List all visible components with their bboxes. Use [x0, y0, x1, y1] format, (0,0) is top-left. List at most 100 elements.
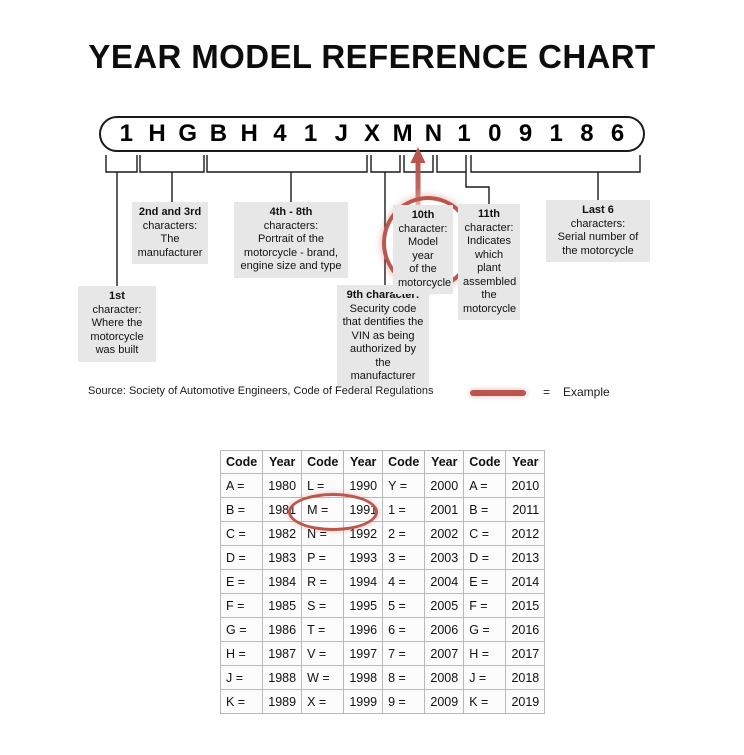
table-year-cell: 2019: [505, 689, 546, 714]
callout-line: VIN as being: [351, 329, 415, 342]
table-year-cell: 1984: [262, 569, 303, 594]
table-code-cell: 2 =: [382, 521, 426, 546]
table-code-cell: E =: [219, 569, 264, 594]
page-title: YEAR MODEL REFERENCE CHART: [88, 38, 656, 75]
table-year-cell: 1995: [343, 593, 384, 618]
vin-char-8: J: [334, 120, 348, 147]
table-code-cell: B =: [219, 497, 264, 522]
table-code-cell: R =: [301, 569, 345, 594]
table-row: E = 1984 R = 1994 4 = 2004 E = 2014: [219, 569, 546, 594]
callout-line: motorcycle - brand,: [243, 246, 339, 259]
callout-line: of the: [409, 263, 437, 275]
table-code-cell: S =: [301, 593, 345, 618]
callout-line: Indicates: [466, 235, 512, 247]
callout-line: authorized by the: [349, 343, 417, 369]
vin-char-17: 6: [610, 120, 625, 147]
table-row: G = 1986 T = 1996 6 = 2006 G = 2016: [219, 617, 546, 642]
vin-char-10: M: [392, 120, 413, 147]
vin-char-12: 1: [457, 120, 471, 147]
callout-heading: 4th - 8th: [269, 206, 313, 218]
callout-9th-character: 9th character: Security code that dentif…: [337, 285, 429, 388]
callout-heading: 1st: [109, 290, 125, 302]
callout-line: Where the: [91, 317, 143, 329]
table-row: H = 1987 V = 1997 7 = 2007 H = 2017: [219, 641, 546, 666]
callout-1st-character: 1st character: Where the motorcycle was …: [78, 286, 156, 362]
table-year-cell: 2009: [424, 689, 465, 714]
callout-line: Security code: [349, 302, 417, 315]
callout-line: characters:: [570, 217, 626, 230]
table-code-cell: E =: [463, 569, 507, 594]
callout-line: motorcycle: [463, 302, 517, 315]
callout-line: motorcycle: [398, 276, 452, 289]
table-code-cell: W =: [301, 665, 345, 690]
table-code-cell: K =: [219, 689, 264, 714]
table-code-cell: 8 =: [382, 665, 426, 690]
table-code-cell: F =: [463, 593, 507, 618]
table-year-cell: 1990: [343, 473, 384, 498]
table-year-cell: 2014: [505, 569, 546, 594]
table-year-cell: 2017: [505, 641, 546, 666]
table-code-cell: C =: [219, 521, 264, 546]
table-year-cell: 2004: [424, 569, 465, 594]
table-code-cell: 7 =: [382, 641, 426, 666]
callout-line: the motorcycle: [562, 244, 634, 257]
table-code-cell: T =: [301, 617, 345, 642]
table-code-cell: K =: [463, 689, 507, 714]
source-note: Source: Society of Automotive Engineers,…: [88, 385, 434, 397]
table-code-cell: P =: [301, 545, 345, 570]
table-year-cell: 1988: [262, 665, 303, 690]
vin-char-16: 8: [580, 120, 594, 147]
table-year-cell: 2015: [505, 593, 546, 618]
model-year-arrow-icon: [410, 147, 426, 209]
table-header-cell: Code: [301, 450, 345, 474]
table-year-cell: 2005: [424, 593, 465, 618]
table-row: B = 1981 M = 1991 1 = 2001 B = 2011: [219, 497, 546, 522]
table-code-cell: 1 =: [382, 497, 426, 522]
callout-line: assembled: [463, 275, 517, 288]
callout-heading: 11th: [477, 208, 500, 220]
callout-line: The: [160, 233, 180, 245]
callout-line: character:: [398, 222, 448, 235]
legend-equals-sign: =: [543, 385, 551, 399]
table-year-cell: 1994: [343, 569, 384, 594]
table-row: D = 1983 P = 1993 3 = 2003 D = 2013: [219, 545, 546, 570]
table-year-cell: 1991: [343, 497, 384, 522]
table-year-cell: 2010: [505, 473, 546, 498]
vin-char-2: H: [148, 120, 166, 147]
table-year-cell: 1996: [343, 617, 384, 642]
legend-example-swatch: [470, 390, 526, 396]
table-header-cell: Code: [219, 450, 264, 474]
table-code-cell: A =: [463, 473, 507, 498]
table-header-cell: Year: [424, 450, 465, 474]
table-header-row: Code Year Code Year Code Year Code Year: [219, 450, 546, 474]
table-year-cell: 2011: [505, 497, 546, 522]
table-code-cell: A =: [219, 473, 264, 498]
table-year-cell: 2013: [505, 545, 546, 570]
table-code-cell: J =: [463, 665, 507, 690]
table-header-cell: Code: [382, 450, 426, 474]
callout-heading: 10th: [411, 209, 435, 221]
callout-heading: 2nd and 3rd: [138, 206, 202, 218]
vin-char-3: G: [178, 120, 198, 147]
vin-char-7: 1: [303, 120, 318, 147]
table-year-cell: 2003: [424, 545, 465, 570]
table-body: A = 1980 L = 1990 Y = 2000 A = 2010 B = 1981 M = 19…: [219, 473, 546, 714]
vin-char-15: 1: [549, 120, 563, 147]
table-year-cell: 2012: [505, 521, 546, 546]
vin-char-13: 0: [488, 120, 502, 147]
legend-example-label: Example: [563, 385, 610, 399]
callout-line: was built: [95, 344, 139, 356]
vin-char-5: H: [240, 120, 258, 147]
table-year-cell: 1987: [262, 641, 303, 666]
callout-11th-character: 11th character: Indicates which plant as…: [458, 204, 520, 320]
table-year-cell: 2007: [424, 641, 465, 666]
callout-line: the: [481, 289, 497, 301]
table-code-cell: 4 =: [382, 569, 426, 594]
table-row: J = 1988 W = 1998 8 = 2008 J = 2018: [219, 665, 546, 690]
table-code-cell: 5 =: [382, 593, 426, 618]
table-year-cell: 1980: [262, 473, 303, 498]
vin-char-9: X: [363, 120, 380, 147]
vin-char-1: 1: [119, 120, 134, 147]
callout-line: character:: [92, 303, 142, 316]
